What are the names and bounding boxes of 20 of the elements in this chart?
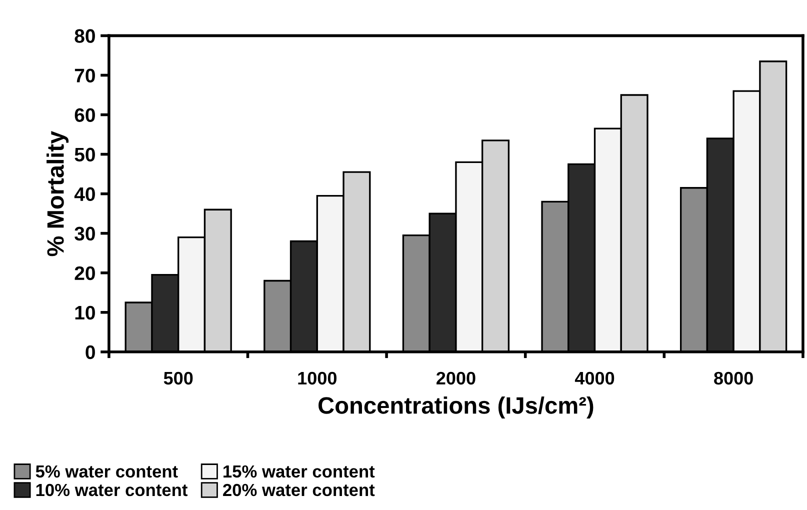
y-tick-label: 0 bbox=[86, 345, 95, 360]
y-tick-label: 30 bbox=[74, 226, 95, 241]
legend-label: 5% water content bbox=[36, 465, 178, 478]
y-tick-label: 40 bbox=[74, 187, 95, 202]
x-tick-label: 500 bbox=[164, 372, 193, 385]
x-tick-label: 2000 bbox=[436, 372, 476, 385]
y-tick-label: 20 bbox=[74, 266, 95, 280]
x-tick-label: 1000 bbox=[298, 372, 336, 385]
legend-label: 15% water content bbox=[224, 465, 375, 478]
legend-label: 10% water content bbox=[36, 484, 188, 496]
y-axis-title: % Mortality bbox=[46, 130, 69, 256]
x-tick-label: 4000 bbox=[574, 372, 614, 385]
y-tick-label: 70 bbox=[74, 68, 95, 82]
y-tick-label: 10 bbox=[75, 306, 95, 320]
y-tick-label: 80 bbox=[74, 29, 95, 43]
x-tick-label: 8000 bbox=[714, 372, 753, 385]
y-tick-label: 50 bbox=[74, 148, 95, 162]
y-tick-label: 60 bbox=[74, 108, 95, 122]
legend-label: 20% water content bbox=[223, 484, 375, 496]
x-axis-title: Concentrations (IJs/cm²) bbox=[318, 396, 594, 419]
